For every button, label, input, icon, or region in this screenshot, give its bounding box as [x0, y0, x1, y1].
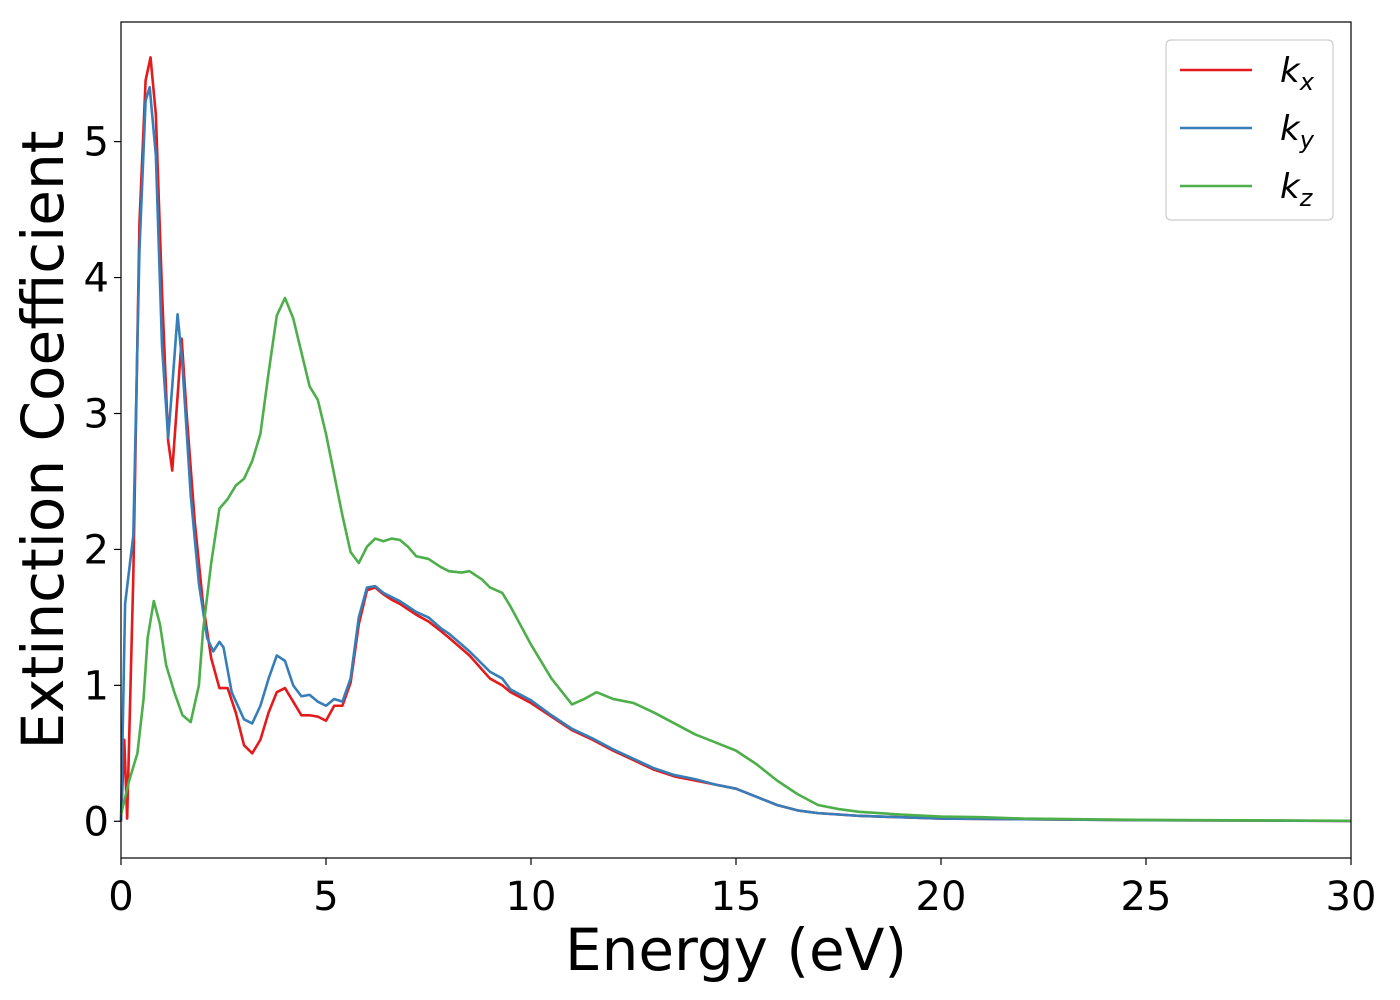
y-tick-label: 5 [84, 120, 109, 166]
y-tick-label: 1 [84, 663, 109, 709]
x-tick-label: 20 [916, 874, 967, 920]
y-tick-label: 4 [84, 256, 109, 302]
x-tick-label: 5 [313, 874, 338, 920]
series-line-ky [119, 85, 1352, 823]
legend-box [1165, 39, 1334, 221]
x-tick-label: 10 [506, 874, 557, 920]
x-tick-label: 25 [1121, 874, 1172, 920]
y-axis-ticks: 0 1 2 3 4 5 [84, 120, 121, 845]
y-axis-label: Extinction Coefficient [9, 131, 77, 750]
series-line-kz [119, 296, 1352, 823]
x-axis-ticks: 0 5 10 15 20 25 30 [108, 858, 1376, 920]
x-tick-label: 15 [711, 874, 762, 920]
y-tick-label: 2 [84, 527, 109, 573]
y-tick-label: 3 [84, 391, 109, 437]
plot-lines [119, 56, 1352, 823]
y-tick-label: 0 [84, 799, 109, 845]
x-tick-label: 30 [1326, 874, 1377, 920]
x-axis-label: Energy (eV) [565, 916, 907, 984]
x-tick-label: 0 [108, 874, 133, 920]
